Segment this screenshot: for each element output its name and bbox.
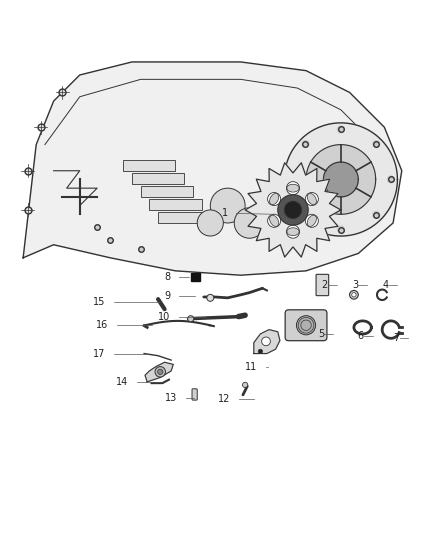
Text: 13: 13 [166, 393, 178, 403]
Ellipse shape [269, 193, 279, 205]
Text: 16: 16 [96, 320, 108, 330]
Text: 17: 17 [92, 350, 105, 359]
Circle shape [373, 212, 380, 219]
Ellipse shape [287, 184, 299, 192]
Polygon shape [306, 144, 376, 214]
Text: 11: 11 [245, 362, 257, 373]
Ellipse shape [287, 228, 299, 236]
Bar [191, 273, 200, 281]
Text: 9: 9 [164, 291, 170, 301]
Polygon shape [23, 62, 402, 275]
Text: 1: 1 [222, 208, 228, 219]
Polygon shape [354, 321, 371, 334]
Circle shape [297, 316, 316, 335]
Circle shape [187, 316, 194, 322]
Bar [141, 186, 193, 197]
Circle shape [352, 293, 356, 297]
Circle shape [197, 210, 223, 236]
FancyBboxPatch shape [316, 274, 328, 296]
Bar [132, 173, 184, 184]
Circle shape [234, 208, 265, 238]
Circle shape [305, 192, 318, 206]
Text: 3: 3 [352, 280, 358, 290]
Circle shape [286, 225, 300, 238]
Circle shape [258, 349, 262, 353]
Circle shape [284, 201, 302, 219]
Text: 4: 4 [383, 280, 389, 290]
Circle shape [350, 290, 358, 299]
Polygon shape [323, 162, 358, 197]
Text: 2: 2 [321, 280, 328, 290]
Text: 14: 14 [116, 377, 128, 387]
Text: 8: 8 [164, 272, 170, 282]
FancyBboxPatch shape [285, 310, 327, 341]
Text: 12: 12 [218, 394, 230, 404]
Ellipse shape [269, 215, 279, 227]
Ellipse shape [307, 193, 316, 205]
Bar [123, 160, 176, 171]
Circle shape [305, 214, 318, 228]
Text: 5: 5 [318, 329, 324, 339]
Circle shape [278, 195, 308, 225]
Circle shape [155, 367, 166, 377]
Circle shape [302, 141, 309, 148]
Circle shape [287, 176, 294, 183]
Circle shape [261, 337, 270, 346]
Polygon shape [245, 163, 341, 257]
Circle shape [337, 226, 344, 233]
Text: 10: 10 [158, 312, 170, 322]
Circle shape [158, 369, 163, 375]
Ellipse shape [307, 215, 316, 227]
Text: 15: 15 [92, 297, 105, 307]
Circle shape [268, 214, 281, 228]
Text: 7: 7 [393, 333, 399, 343]
Circle shape [210, 188, 245, 223]
Polygon shape [145, 362, 173, 382]
Bar [149, 199, 201, 210]
Circle shape [302, 212, 309, 219]
Polygon shape [284, 123, 397, 236]
Circle shape [268, 192, 281, 206]
Circle shape [337, 126, 344, 133]
Bar [158, 212, 210, 223]
Circle shape [388, 176, 394, 183]
Polygon shape [254, 329, 280, 353]
Circle shape [207, 294, 214, 301]
Text: 6: 6 [358, 331, 364, 341]
FancyBboxPatch shape [192, 389, 197, 400]
Circle shape [373, 141, 380, 148]
Circle shape [286, 182, 300, 195]
Circle shape [243, 382, 248, 387]
